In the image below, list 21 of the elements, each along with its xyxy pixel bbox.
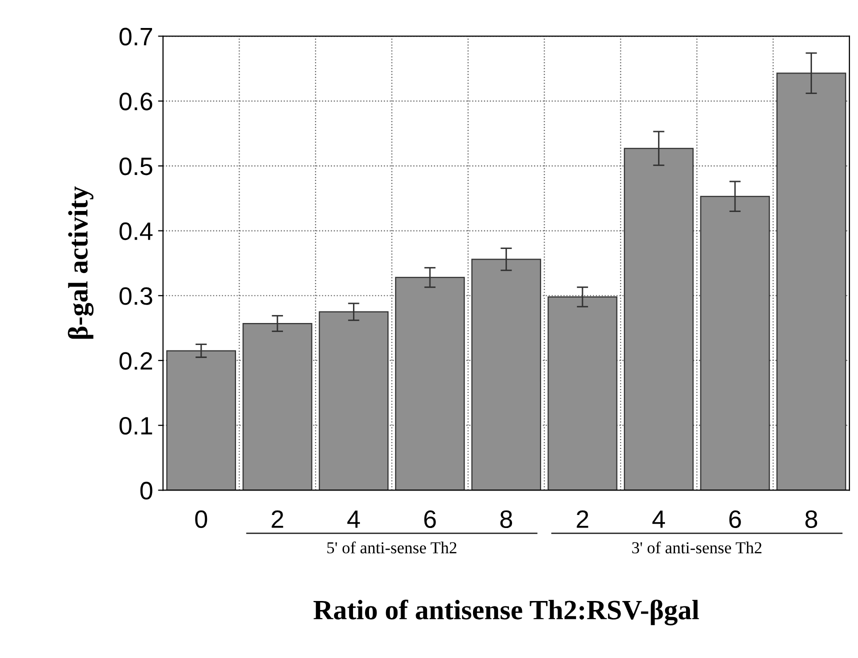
x-tick-label: 6: [729, 510, 741, 528]
text: 5' of anti-sense Th2: [327, 542, 456, 554]
x-tick-label: 2: [272, 510, 284, 528]
y-tick-label: 0.1: [120, 416, 152, 435]
y-tick-label: 0.2: [120, 352, 152, 370]
y-axis-title: β-gal activity: [68, 186, 94, 339]
y-tick-label: 0: [140, 482, 152, 500]
x-tick-label: 0: [195, 510, 208, 528]
x-tick-label: 2: [576, 510, 588, 528]
x-axis-title: Ratio of antisense Th2:RSV-βgal: [314, 600, 699, 626]
x-tick-label: 4: [652, 510, 665, 528]
x-tick-label: 8: [805, 510, 818, 528]
y-tick-label: 0.7: [120, 28, 152, 46]
x-tick-label: 6: [424, 510, 436, 528]
x-tick-label: 8: [500, 510, 512, 528]
y-tick-label: 0.6: [120, 92, 152, 110]
y-tick-label: 0.4: [120, 222, 153, 240]
y-tick-label: 0.3: [120, 287, 152, 305]
y-tick-label: 0.5: [120, 158, 152, 176]
text: 3' of anti-sense Th2: [632, 542, 762, 554]
x-tick-label: 4: [347, 510, 360, 528]
